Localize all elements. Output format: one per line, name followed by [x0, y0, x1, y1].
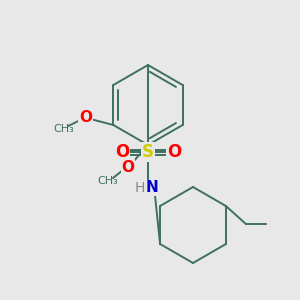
Text: S: S	[142, 143, 154, 161]
Text: O: O	[79, 110, 92, 124]
Text: CH₃: CH₃	[53, 124, 74, 134]
Text: O: O	[115, 143, 129, 161]
Text: O: O	[122, 160, 134, 175]
Text: N: N	[146, 181, 158, 196]
Text: O: O	[167, 143, 181, 161]
Text: CH₃: CH₃	[98, 176, 118, 186]
Text: H: H	[135, 181, 145, 195]
